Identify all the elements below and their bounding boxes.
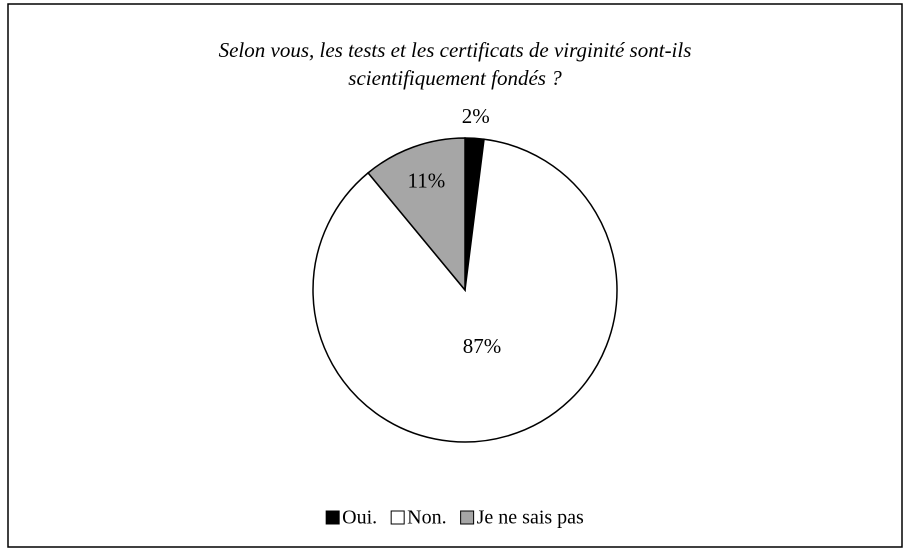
legend-label: Oui. <box>342 507 377 529</box>
chart-title: scientifiquement fondés ? <box>348 66 562 90</box>
data-label: 2% <box>462 104 490 128</box>
pie-slice <box>367 137 466 293</box>
legend-label: Non. <box>407 507 446 529</box>
legend-swatch <box>325 510 340 525</box>
data-label: 87% <box>463 334 502 358</box>
legend-label: Je ne sais pas <box>477 507 584 529</box>
data-label: 11% <box>408 169 446 193</box>
chart-title: Selon vous, les tests et les certificats… <box>219 38 692 62</box>
legend-swatch <box>390 510 405 525</box>
legend-swatch <box>460 510 475 525</box>
